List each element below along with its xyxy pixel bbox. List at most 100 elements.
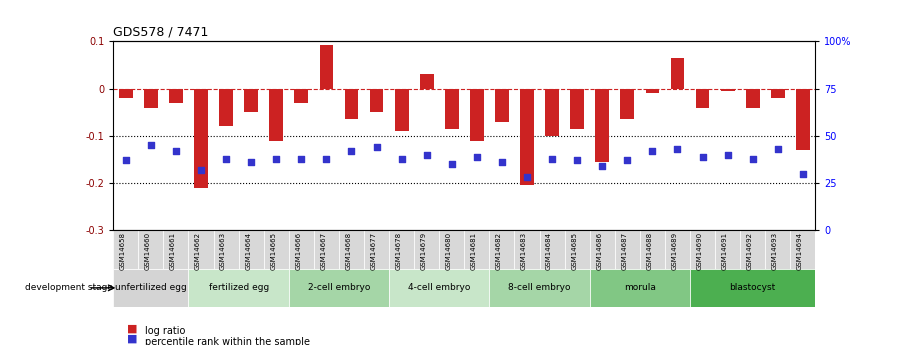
Text: GSM14664: GSM14664 [246,232,251,270]
Point [520,175,535,180]
FancyBboxPatch shape [590,269,690,307]
Text: 4-cell embryo: 4-cell embryo [408,283,470,292]
Point [570,158,584,163]
FancyBboxPatch shape [139,230,163,269]
Point [445,161,459,167]
Text: GSM14685: GSM14685 [571,232,577,270]
Text: GSM14683: GSM14683 [521,232,527,270]
Bar [320,45,333,89]
Point [169,148,183,154]
Bar [445,89,458,129]
Point [319,156,333,161]
FancyBboxPatch shape [113,230,139,269]
Text: GSM14681: GSM14681 [471,232,477,270]
Bar [670,58,684,89]
Point [269,156,284,161]
Point [495,159,509,165]
Text: GSM14665: GSM14665 [270,232,276,270]
Text: ■: ■ [127,323,138,333]
Point [720,152,735,158]
FancyBboxPatch shape [790,230,815,269]
FancyBboxPatch shape [540,230,564,269]
FancyBboxPatch shape [313,230,339,269]
FancyBboxPatch shape [564,230,590,269]
FancyBboxPatch shape [113,269,188,307]
FancyBboxPatch shape [766,230,790,269]
FancyBboxPatch shape [615,230,640,269]
Text: GSM14691: GSM14691 [722,232,728,270]
Text: GSM14666: GSM14666 [295,232,302,270]
Bar [495,89,509,122]
Text: GSM14663: GSM14663 [220,232,226,270]
Bar [119,89,132,98]
Point [370,145,384,150]
FancyBboxPatch shape [740,230,766,269]
Text: GSM14689: GSM14689 [671,232,678,270]
Bar [470,89,484,140]
Bar [621,89,634,119]
FancyBboxPatch shape [489,230,515,269]
FancyBboxPatch shape [214,230,238,269]
FancyBboxPatch shape [289,230,313,269]
Text: blastocyst: blastocyst [729,283,776,292]
Point [545,156,559,161]
FancyBboxPatch shape [414,230,439,269]
Text: percentile rank within the sample: percentile rank within the sample [145,337,310,345]
Point [746,156,760,161]
Bar [721,89,735,91]
Text: GSM14677: GSM14677 [371,232,377,270]
FancyBboxPatch shape [665,230,690,269]
Text: GSM14678: GSM14678 [396,232,401,270]
FancyBboxPatch shape [590,230,615,269]
Point [469,154,484,159]
Point [620,158,634,163]
Text: unfertilized egg: unfertilized egg [115,283,187,292]
Point [219,156,234,161]
Text: GDS578 / 7471: GDS578 / 7471 [113,26,208,39]
FancyBboxPatch shape [439,230,464,269]
Bar [144,89,158,108]
FancyBboxPatch shape [515,230,540,269]
Text: log ratio: log ratio [145,326,186,336]
FancyBboxPatch shape [640,230,665,269]
Point [344,148,359,154]
Text: development stage: development stage [25,283,113,292]
Bar [169,89,183,103]
FancyBboxPatch shape [464,230,489,269]
FancyBboxPatch shape [690,230,715,269]
Bar [395,89,409,131]
Point [244,159,258,165]
Point [419,152,434,158]
Bar [746,89,759,108]
Point [595,163,610,169]
Text: GSM14687: GSM14687 [622,232,627,270]
Point [695,154,709,159]
Bar [520,89,534,186]
Bar [796,89,810,150]
Text: 8-cell embryo: 8-cell embryo [508,283,571,292]
FancyBboxPatch shape [289,269,389,307]
Point [645,148,660,154]
Text: GSM14667: GSM14667 [321,232,326,270]
Point [119,158,133,163]
Bar [294,89,308,103]
Text: GSM14658: GSM14658 [120,232,126,270]
Text: GSM14692: GSM14692 [747,232,753,270]
Text: GSM14694: GSM14694 [797,232,803,270]
Text: GSM14686: GSM14686 [596,232,602,270]
FancyBboxPatch shape [489,269,590,307]
FancyBboxPatch shape [715,230,740,269]
Bar [269,89,284,140]
FancyBboxPatch shape [389,230,414,269]
Point [770,146,785,152]
FancyBboxPatch shape [389,269,489,307]
FancyBboxPatch shape [264,230,289,269]
Bar [219,89,233,126]
FancyBboxPatch shape [364,230,389,269]
Bar [419,75,434,89]
Point [670,146,685,152]
Text: GSM14690: GSM14690 [697,232,702,270]
FancyBboxPatch shape [163,230,188,269]
Bar [645,89,660,93]
Bar [545,89,559,136]
